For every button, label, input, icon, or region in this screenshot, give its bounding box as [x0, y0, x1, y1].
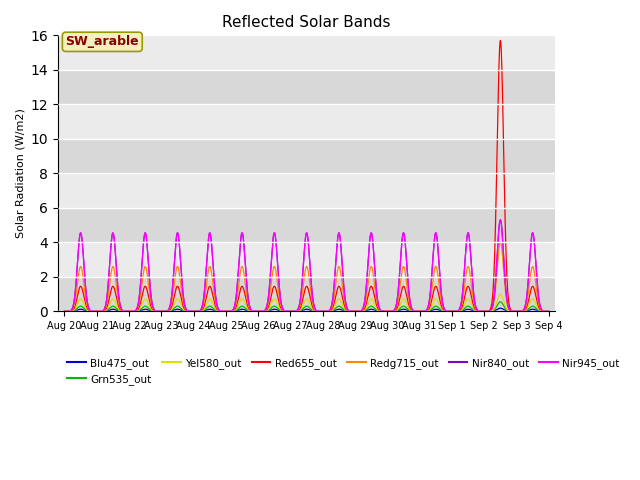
Nir840_out	[373, 292, 381, 298]
Grn535_out	[242, 306, 250, 312]
Grn535_out	[61, 309, 68, 314]
Redg715_out	[545, 309, 552, 314]
Nir945_out	[242, 268, 250, 274]
Blu475_out	[61, 309, 68, 314]
Blu475_out	[545, 309, 552, 314]
Bar	[58, 104, 556, 139]
Grn535_out	[545, 309, 552, 314]
Redg715_out	[159, 309, 167, 314]
Grn535_out	[159, 309, 167, 314]
Red655_out	[164, 308, 172, 314]
Grn535_out	[497, 299, 504, 305]
Nir945_out	[159, 309, 167, 314]
Redg715_out	[242, 285, 250, 291]
Redg715_out	[497, 240, 504, 245]
Nir840_out	[164, 307, 172, 313]
Yel580_out	[242, 302, 250, 308]
Yel580_out	[61, 309, 68, 314]
Y-axis label: Solar Radiation (W/m2): Solar Radiation (W/m2)	[15, 108, 25, 238]
Grn535_out	[373, 307, 381, 313]
Red655_out	[442, 308, 449, 314]
Grn535_out	[442, 309, 449, 314]
Nir840_out	[242, 268, 250, 274]
Blu475_out	[543, 309, 551, 314]
Yel580_out	[442, 308, 449, 314]
Bar	[58, 277, 556, 312]
Nir945_out	[497, 217, 504, 223]
Line: Redg715_out: Redg715_out	[65, 242, 548, 312]
Nir945_out	[61, 309, 68, 314]
Blu475_out	[442, 309, 449, 314]
Bar	[58, 242, 556, 277]
Nir840_out	[545, 309, 552, 314]
Line: Red655_out: Red655_out	[65, 40, 548, 312]
Grn535_out	[164, 308, 172, 314]
Nir945_out	[373, 292, 381, 298]
Line: Nir945_out: Nir945_out	[65, 220, 548, 312]
Redg715_out	[164, 308, 172, 313]
Bar	[58, 36, 556, 70]
Blu475_out	[242, 307, 250, 313]
Nir840_out	[543, 309, 551, 314]
Redg715_out	[373, 299, 381, 305]
Line: Blu475_out: Blu475_out	[65, 308, 548, 312]
Title: Reflected Solar Bands: Reflected Solar Bands	[222, 15, 391, 30]
Nir945_out	[164, 307, 172, 313]
Nir840_out	[159, 309, 167, 314]
Yel580_out	[159, 309, 167, 314]
Line: Yel580_out: Yel580_out	[65, 294, 548, 312]
Line: Nir840_out: Nir840_out	[65, 220, 548, 312]
Red655_out	[545, 309, 552, 314]
Blu475_out	[497, 305, 504, 311]
Nir945_out	[543, 309, 551, 314]
Red655_out	[543, 309, 551, 314]
Legend: Blu475_out, Grn535_out, Yel580_out, Red655_out, Redg715_out, Nir840_out, Nir945_: Blu475_out, Grn535_out, Yel580_out, Red6…	[63, 354, 624, 389]
Blu475_out	[164, 309, 172, 314]
Nir840_out	[61, 309, 68, 314]
Yel580_out	[543, 309, 551, 314]
Bar	[58, 208, 556, 242]
Bar	[58, 70, 556, 104]
Nir945_out	[442, 308, 449, 313]
Red655_out	[497, 37, 504, 43]
Yel580_out	[497, 291, 504, 297]
Line: Grn535_out: Grn535_out	[65, 302, 548, 312]
Grn535_out	[543, 309, 551, 314]
Nir840_out	[442, 308, 449, 313]
Blu475_out	[159, 309, 167, 314]
Yel580_out	[164, 308, 172, 314]
Blu475_out	[373, 308, 381, 314]
Bar	[58, 173, 556, 208]
Redg715_out	[61, 309, 68, 314]
Nir840_out	[497, 217, 504, 223]
Red655_out	[61, 309, 68, 314]
Redg715_out	[543, 309, 551, 314]
Redg715_out	[442, 308, 449, 314]
Yel580_out	[373, 306, 381, 312]
Yel580_out	[545, 309, 552, 314]
Red655_out	[242, 296, 250, 301]
Nir945_out	[545, 309, 552, 314]
Red655_out	[159, 309, 167, 314]
Text: SW_arable: SW_arable	[65, 36, 139, 48]
Bar	[58, 139, 556, 173]
Red655_out	[373, 303, 381, 309]
